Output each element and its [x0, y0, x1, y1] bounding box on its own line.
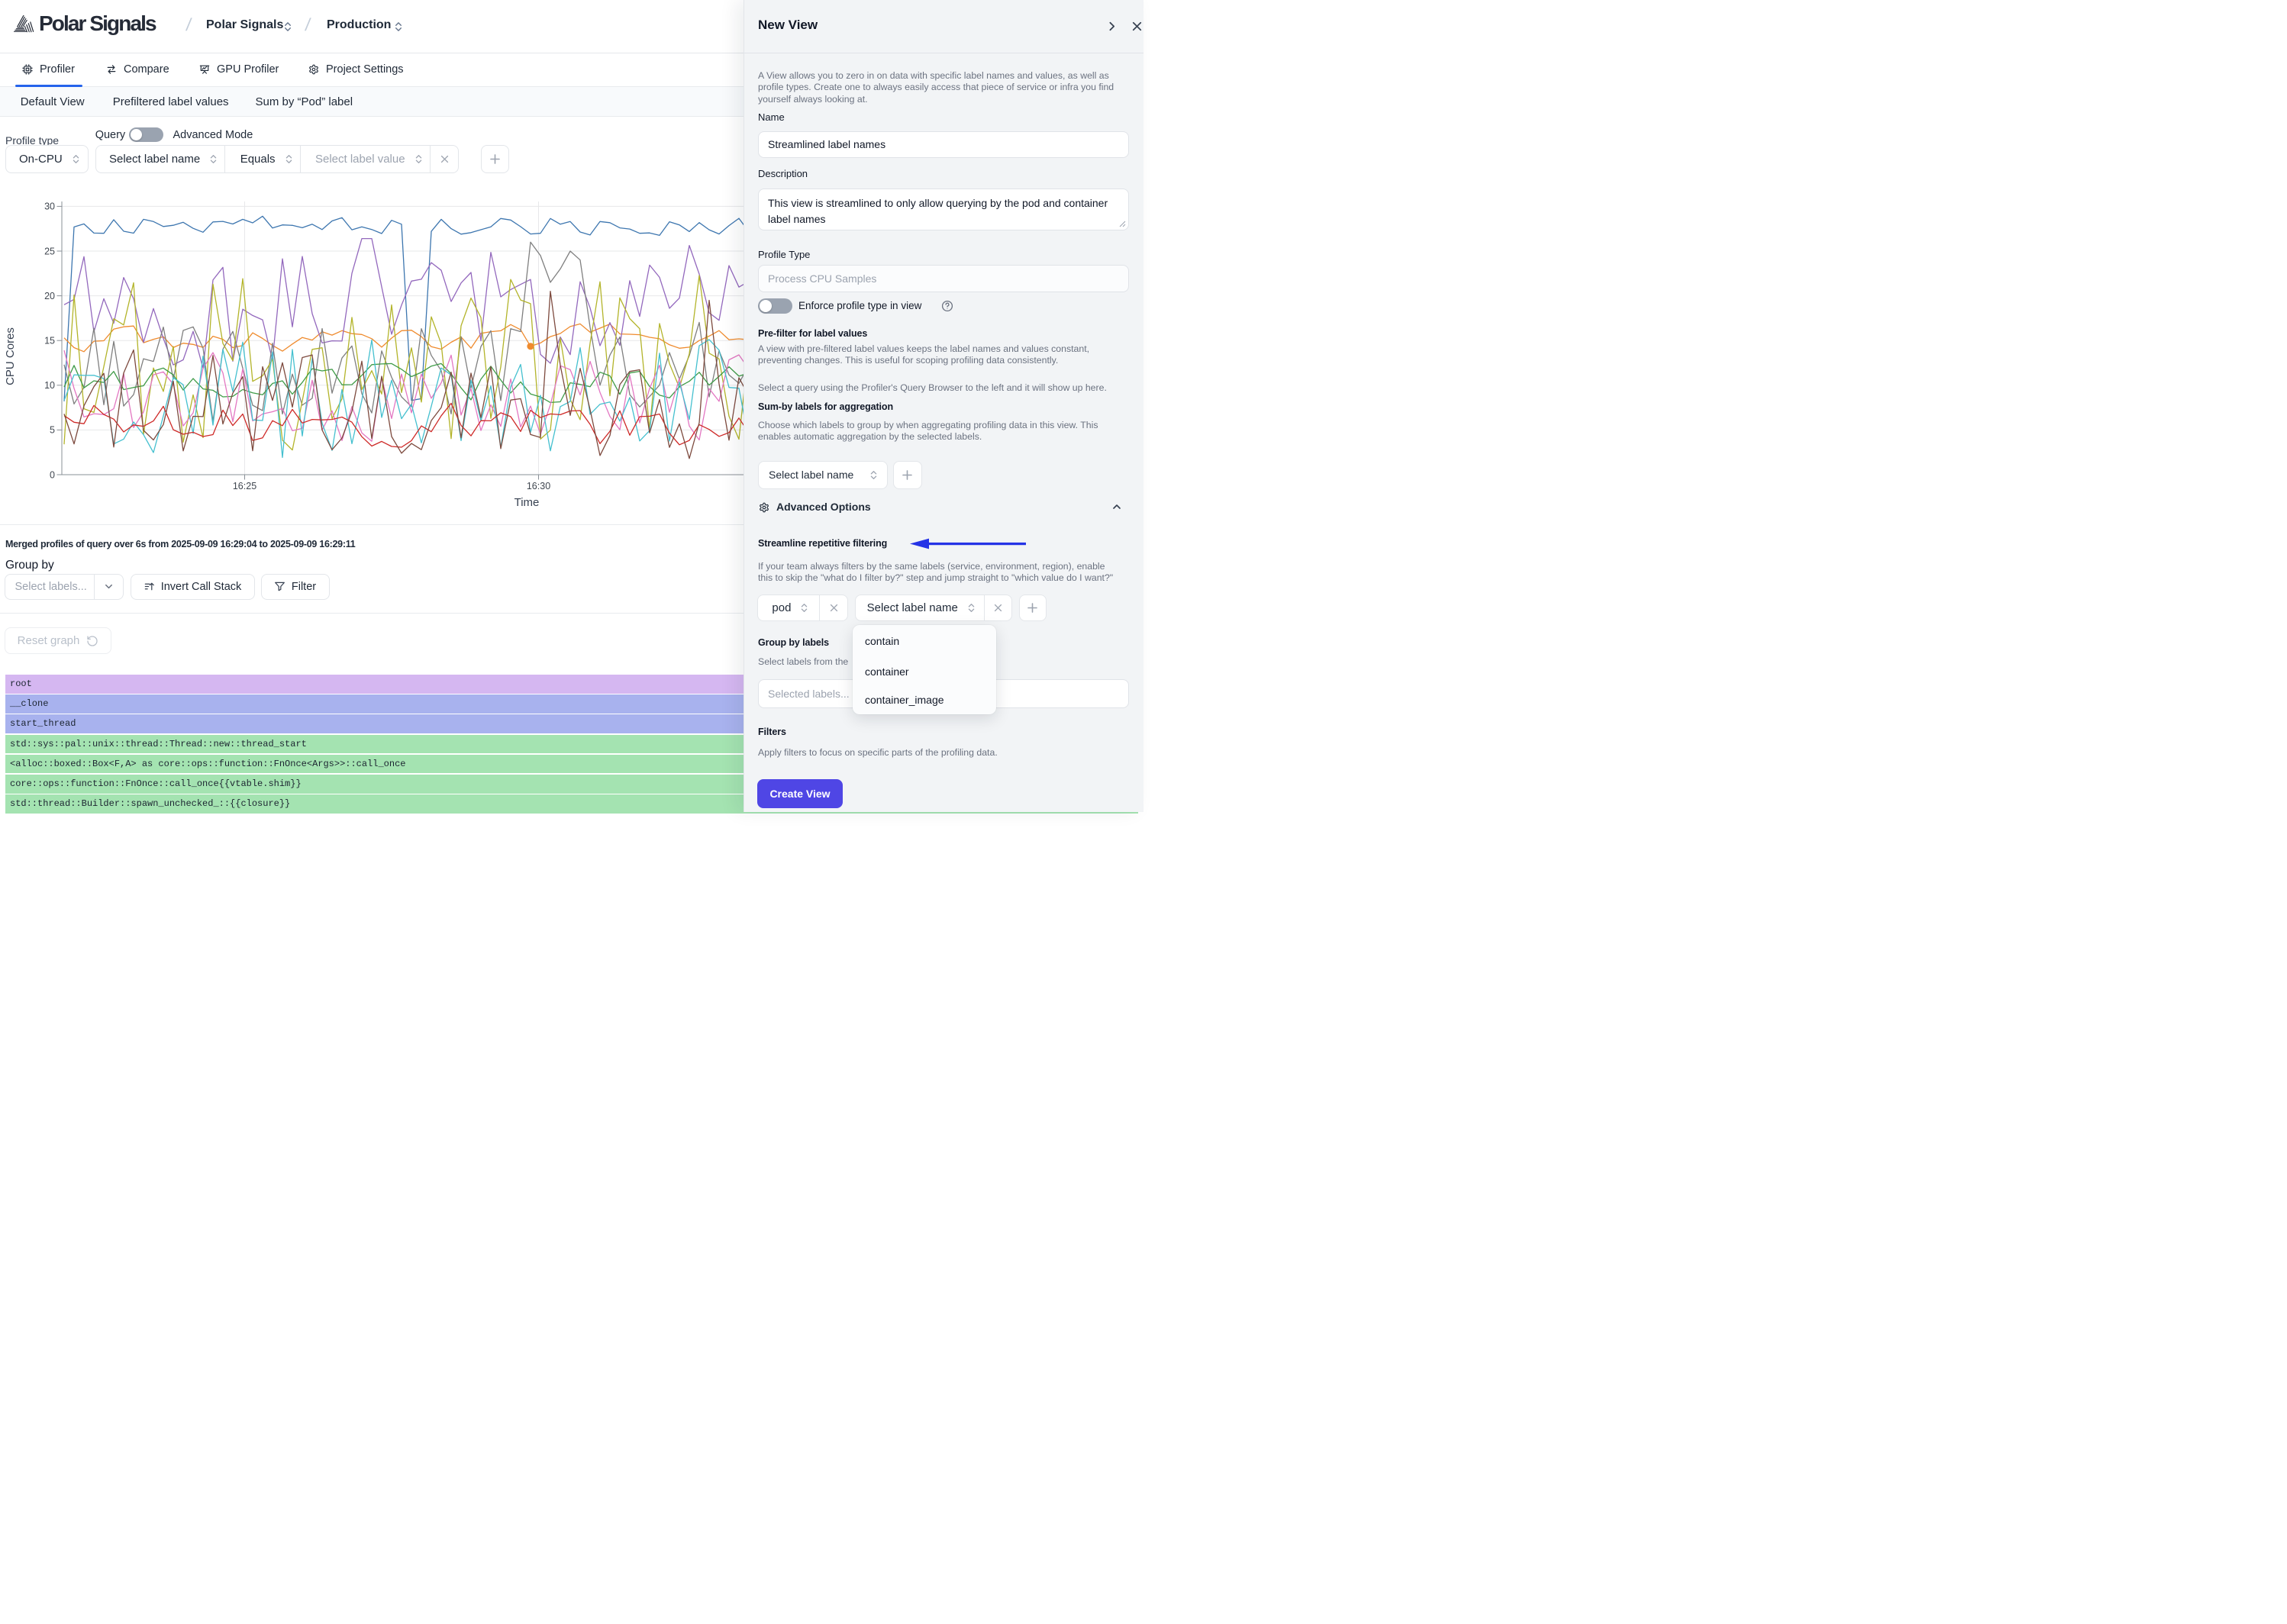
svg-text:25: 25: [44, 246, 55, 256]
svg-text:16:25: 16:25: [233, 481, 256, 491]
svg-text:10: 10: [44, 380, 55, 391]
svg-text:5: 5: [50, 425, 55, 436]
svg-text:0: 0: [50, 469, 55, 480]
svg-text:30: 30: [44, 201, 55, 212]
svg-text:CPU Cores: CPU Cores: [4, 327, 17, 385]
svg-text:Time: Time: [514, 496, 540, 509]
svg-text:15: 15: [44, 336, 55, 346]
svg-text:20: 20: [44, 291, 55, 301]
svg-text:16:30: 16:30: [527, 481, 550, 491]
